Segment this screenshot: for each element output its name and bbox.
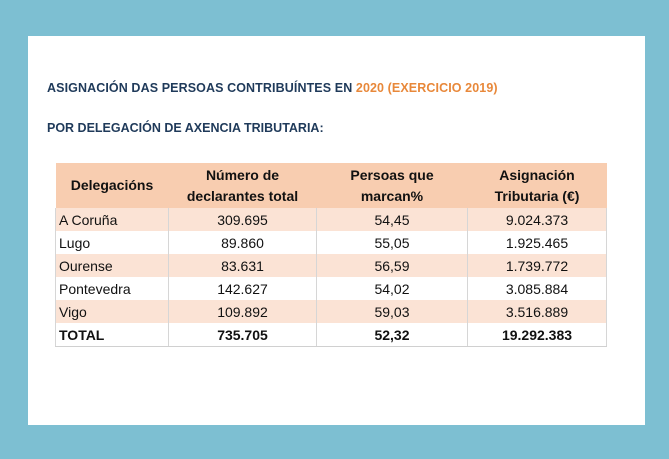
cell-declarantes: 142.627 <box>168 277 317 300</box>
cell-declarantes: 309.695 <box>168 208 317 231</box>
cell-total-declarantes: 735.705 <box>168 323 317 347</box>
table-header-row: Delegacións Número de declarantes total P… <box>55 163 607 208</box>
col-header-declarantes: Número de declarantes total <box>168 163 317 208</box>
document-panel: ASIGNACIÓN DAS PERSOAS CONTRIBUÍNTES EN … <box>28 36 645 425</box>
cell-delegacion: Vigo <box>55 300 169 323</box>
cell-asignacion: 1.739.772 <box>467 254 607 277</box>
header-text: Delegacións <box>70 177 154 193</box>
cell-asignacion: 3.516.889 <box>467 300 607 323</box>
col-header-asignacion: Asignación Tributaria (€) <box>467 163 607 208</box>
cell-declarantes: 83.631 <box>168 254 317 277</box>
cell-delegacion: Ourense <box>55 254 169 277</box>
table-row: Lugo 89.860 55,05 1.925.465 <box>55 231 607 254</box>
header-text: Persoas que <box>350 166 434 183</box>
cell-persoas: 54,02 <box>316 277 468 300</box>
cell-asignacion: 9.024.373 <box>467 208 607 231</box>
cell-delegacion: Lugo <box>55 231 169 254</box>
cell-persoas: 59,03 <box>316 300 468 323</box>
cell-asignacion: 3.085.884 <box>467 277 607 300</box>
cell-persoas: 54,45 <box>316 208 468 231</box>
cell-declarantes: 89.860 <box>168 231 317 254</box>
cell-persoas: 56,59 <box>316 254 468 277</box>
title-text: ASIGNACIÓN DAS PERSOAS CONTRIBUÍNTES EN <box>47 81 356 95</box>
cell-declarantes: 109.892 <box>168 300 317 323</box>
table-row: Ourense 83.631 56,59 1.739.772 <box>55 254 607 277</box>
cell-persoas: 55,05 <box>316 231 468 254</box>
data-table: Delegacións Número de declarantes total P… <box>55 163 607 347</box>
header-text: Asignación <box>499 166 575 183</box>
title-year: 2020 (EXERCICIO 2019) <box>355 81 498 95</box>
col-header-persoas: Persoas que marcan% <box>316 163 468 208</box>
page-subtitle: POR DELEGACIÓN DE AXENCIA TRIBUTARIA: <box>47 121 324 135</box>
page-title: ASIGNACIÓN DAS PERSOAS CONTRIBUÍNTES EN … <box>47 81 498 95</box>
col-header-delegacions: Delegacións <box>55 163 169 208</box>
cell-asignacion: 1.925.465 <box>467 231 607 254</box>
header-text: Número de <box>205 166 280 183</box>
cell-total-label: TOTAL <box>55 323 169 347</box>
cell-total-persoas: 52,32 <box>316 323 468 347</box>
table-total-row: TOTAL 735.705 52,32 19.292.383 <box>55 323 607 347</box>
header-text: declarantes total <box>186 187 299 204</box>
header-text: marcan% <box>360 187 424 204</box>
cell-delegacion: A Coruña <box>55 208 169 231</box>
table-row: A Coruña 309.695 54,45 9.024.373 <box>55 208 607 231</box>
table-row: Pontevedra 142.627 54,02 3.085.884 <box>55 277 607 300</box>
header-text: Tributaria (€) <box>494 187 580 204</box>
cell-delegacion: Pontevedra <box>55 277 169 300</box>
table-row: Vigo 109.892 59,03 3.516.889 <box>55 300 607 323</box>
cell-total-asignacion: 19.292.383 <box>467 323 607 347</box>
